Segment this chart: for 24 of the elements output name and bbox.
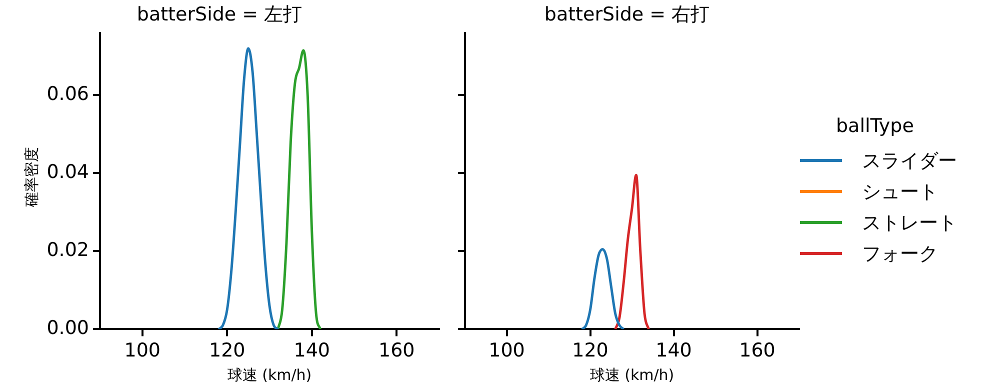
line-series <box>217 47 280 330</box>
x-tick-label: 120 <box>572 340 608 362</box>
y-tick-label: 0.02 <box>46 239 89 262</box>
y-axis-title: 確率密度 <box>22 147 42 207</box>
y-tick-label: 0.06 <box>46 83 89 106</box>
chart-title: batterSide = 左打 <box>136 3 302 26</box>
y-tick-label: 0.04 <box>46 161 89 184</box>
x-tick-label: 160 <box>739 340 776 362</box>
x-tick-label: 140 <box>656 340 692 362</box>
y-tick-label: 0.00 <box>46 317 89 340</box>
legend-label: スライダー <box>862 148 957 174</box>
x-axis-title: 球速 (km/h) <box>227 366 312 384</box>
x-tick-label: 100 <box>124 340 161 362</box>
chart-title: batterSide = 右打 <box>544 3 710 26</box>
x-tick-label: 120 <box>208 340 246 362</box>
x-axis-title: 球速 (km/h) <box>590 366 674 384</box>
x-tick-label: 160 <box>378 340 415 362</box>
legend-label: ストレート <box>862 210 957 236</box>
line-series <box>276 49 322 330</box>
legend-label: シュート <box>862 180 938 204</box>
x-tick-label: 100 <box>488 340 525 362</box>
legend-title: ballType <box>836 115 915 137</box>
legend-label: フォーク <box>862 242 938 266</box>
x-tick-label: 140 <box>294 340 330 362</box>
